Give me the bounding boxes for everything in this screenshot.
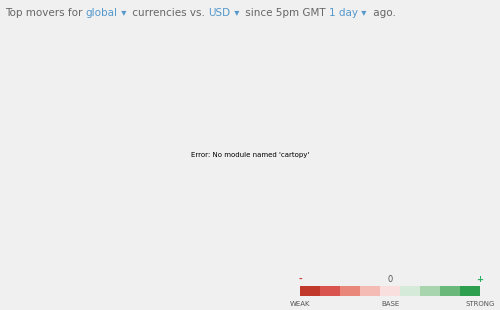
- Text: 1 day: 1 day: [329, 8, 358, 18]
- Text: -: -: [298, 275, 302, 284]
- Text: +: +: [476, 275, 484, 284]
- Text: ago.: ago.: [370, 8, 396, 18]
- Text: WEAK: WEAK: [290, 301, 310, 307]
- Bar: [440, 286, 460, 296]
- Text: 0: 0: [388, 275, 392, 284]
- Bar: [320, 286, 340, 296]
- Bar: [400, 286, 420, 296]
- Text: ▾: ▾: [118, 8, 130, 18]
- Bar: [360, 286, 380, 296]
- Text: ▾: ▾: [230, 8, 242, 18]
- Text: global: global: [86, 8, 117, 18]
- Text: currencies vs.: currencies vs.: [130, 8, 208, 18]
- Bar: [420, 286, 440, 296]
- Bar: [380, 286, 400, 296]
- Text: ▾: ▾: [358, 8, 370, 18]
- Text: USD: USD: [208, 8, 231, 18]
- Text: STRONG: STRONG: [466, 301, 494, 307]
- Text: Error: No module named 'cartopy': Error: No module named 'cartopy': [191, 152, 309, 158]
- Bar: [460, 286, 480, 296]
- Text: BASE: BASE: [381, 301, 399, 307]
- Bar: [300, 286, 320, 296]
- Bar: [340, 286, 360, 296]
- Text: since 5pm GMT: since 5pm GMT: [242, 8, 329, 18]
- Text: Top movers for: Top movers for: [5, 8, 86, 18]
